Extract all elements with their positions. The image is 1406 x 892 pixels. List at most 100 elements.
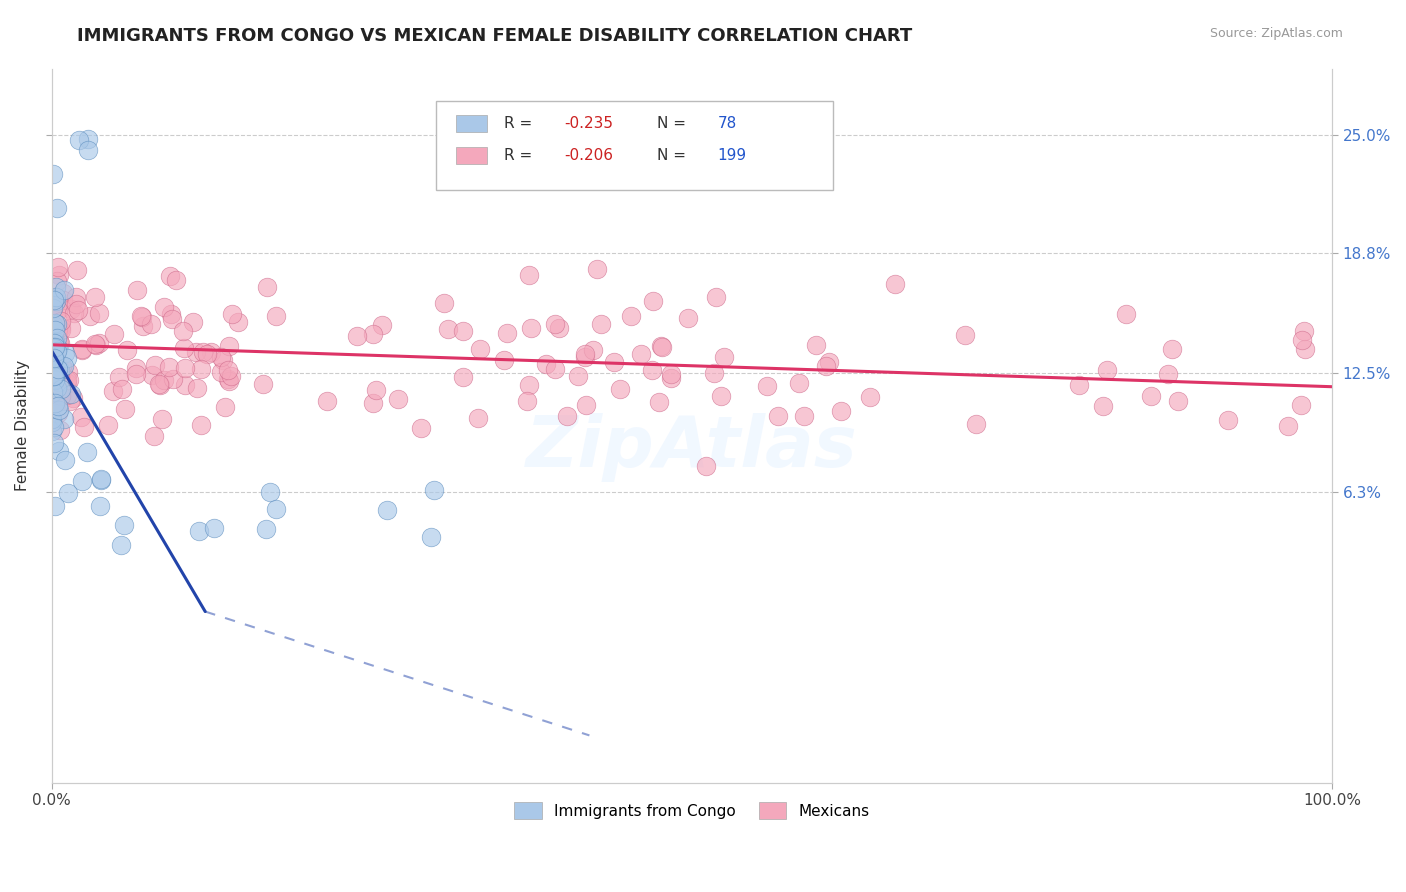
Point xyxy=(160,311,183,326)
Text: 78: 78 xyxy=(717,116,737,131)
Point xyxy=(42,335,65,350)
Point xyxy=(60,320,83,334)
Point xyxy=(884,277,907,291)
Point xyxy=(56,373,79,387)
Point xyxy=(254,522,277,536)
Point xyxy=(42,334,65,349)
Point xyxy=(548,320,571,334)
Point xyxy=(42,366,65,380)
Point xyxy=(48,444,70,458)
Point xyxy=(585,262,607,277)
Point xyxy=(72,474,94,488)
Text: R =: R = xyxy=(503,116,537,131)
Point xyxy=(859,390,882,404)
Point xyxy=(42,435,65,450)
Text: 199: 199 xyxy=(717,148,747,163)
Point xyxy=(42,419,65,434)
Point xyxy=(44,384,66,398)
Point xyxy=(42,352,65,367)
Point xyxy=(44,336,66,351)
Point xyxy=(451,370,474,384)
Point xyxy=(77,131,100,145)
Point xyxy=(101,384,124,398)
Point xyxy=(768,409,790,424)
Point xyxy=(517,268,540,282)
Point xyxy=(520,321,543,335)
Text: N =: N = xyxy=(657,148,692,163)
Point xyxy=(187,524,209,538)
Point xyxy=(1294,343,1316,357)
Point xyxy=(1095,363,1118,377)
Point xyxy=(52,362,75,376)
Point xyxy=(1167,394,1189,409)
Point xyxy=(66,263,89,277)
Point xyxy=(52,412,75,426)
Point xyxy=(641,294,664,309)
Point xyxy=(804,338,827,352)
Point xyxy=(387,392,409,406)
Point xyxy=(555,409,578,423)
Point xyxy=(159,269,181,284)
Point xyxy=(661,371,683,385)
Point xyxy=(42,371,65,385)
Point xyxy=(516,393,538,408)
Point xyxy=(756,379,779,393)
Point xyxy=(517,377,540,392)
Point xyxy=(49,389,72,403)
Point xyxy=(411,421,433,435)
Point xyxy=(41,354,63,368)
Point xyxy=(1115,308,1137,322)
Point xyxy=(200,344,222,359)
Point xyxy=(65,297,87,311)
Point xyxy=(218,339,240,353)
Point xyxy=(641,363,664,377)
Point xyxy=(51,364,73,378)
Point xyxy=(42,293,65,308)
FancyBboxPatch shape xyxy=(456,147,486,164)
Point xyxy=(87,306,110,320)
Point xyxy=(45,293,67,308)
Point xyxy=(42,352,65,367)
Point xyxy=(659,367,682,381)
Point xyxy=(44,334,66,348)
Point xyxy=(41,346,63,360)
Point xyxy=(492,352,515,367)
Point xyxy=(111,383,134,397)
Point xyxy=(45,347,67,361)
Point xyxy=(42,167,65,181)
Point xyxy=(44,351,66,365)
Point xyxy=(46,406,69,420)
Point xyxy=(60,387,83,401)
Point xyxy=(582,343,605,358)
Point xyxy=(42,318,65,332)
Point xyxy=(62,391,84,405)
Point xyxy=(132,318,155,333)
Point xyxy=(41,293,63,307)
Point xyxy=(433,296,456,310)
Point xyxy=(266,309,288,323)
Point xyxy=(41,415,63,429)
FancyBboxPatch shape xyxy=(456,115,486,132)
Point xyxy=(211,352,233,367)
Point xyxy=(44,316,66,330)
Point xyxy=(703,366,725,380)
Point xyxy=(591,317,613,331)
Point xyxy=(544,317,567,331)
Point xyxy=(63,306,86,320)
Point xyxy=(48,402,70,417)
Point xyxy=(84,337,107,351)
Point xyxy=(252,376,274,391)
Point xyxy=(453,324,475,338)
Point xyxy=(42,364,65,378)
Point xyxy=(48,334,70,349)
Point xyxy=(44,366,66,380)
Point xyxy=(84,338,107,352)
Point xyxy=(209,365,232,379)
Point xyxy=(544,362,567,376)
Point xyxy=(44,341,66,355)
Point xyxy=(1161,342,1184,356)
Point xyxy=(44,357,66,371)
Point xyxy=(58,485,80,500)
Point xyxy=(150,411,173,425)
Point xyxy=(191,345,214,359)
